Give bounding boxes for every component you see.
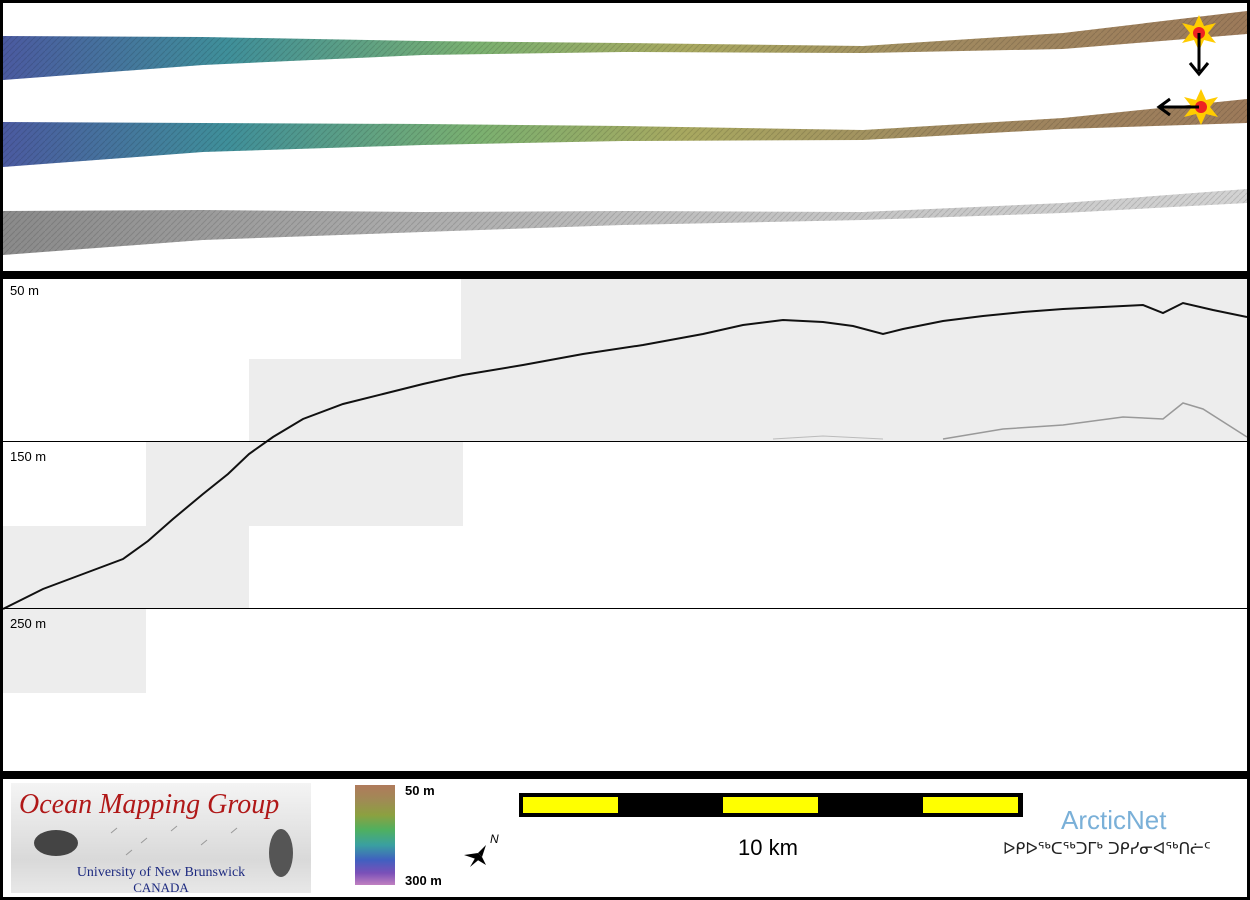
color-scale-bottom-label: 300 m (405, 873, 442, 888)
scale-bar-segment (923, 797, 1018, 813)
logo-subtitle: University of New Brunswick (76, 865, 246, 880)
profile-segment (146, 442, 463, 526)
depth-color-scale (355, 785, 395, 885)
logo-country: CANADA (133, 880, 189, 895)
profile-segment (3, 609, 146, 693)
compass-icon: N (464, 832, 499, 867)
down-arrow-icon (1188, 33, 1210, 77)
seafloor-reflector (3, 301, 1247, 610)
arcticnet-logo-text: ArcticNet (1061, 805, 1167, 835)
swath-strips (3, 11, 1247, 255)
seismic-profile-panel: 50 m 150 m 250 m (3, 279, 1247, 771)
scale-bar-segment (723, 797, 818, 813)
color-scale-top-label: 50 m (405, 783, 435, 798)
ocean-mapping-group-logo: Ocean Mapping Group University of New Br… (11, 783, 311, 895)
footer-legend: Ocean Mapping Group University of New Br… (3, 779, 1247, 897)
left-arrow-icon (1156, 97, 1199, 117)
scale-bar-label: 10 km (738, 835, 798, 860)
swath-strips-panel (3, 3, 1247, 271)
depth-gridline (3, 608, 1247, 609)
seafloor-profile (3, 301, 1247, 610)
north-label: N (490, 832, 499, 846)
scale-bar (519, 793, 1023, 817)
scale-bar-segment (523, 797, 618, 813)
arcticnet-syllabics: ᐅᑭᐅᖅᑕᖅᑐᒥᒃ ᑐᑭᓯᓂᐊᖅᑎᓖᑦ (1003, 839, 1211, 858)
depth-label-50m: 50 m (10, 283, 39, 298)
location-marker-2 (1184, 89, 1218, 125)
depth-label-250m: 250 m (10, 616, 47, 631)
profile-segment (3, 526, 249, 609)
depth-label-150m: 150 m (10, 449, 47, 464)
depth-gridline (3, 441, 1247, 442)
logo-graphic (34, 825, 293, 877)
logo-title: Ocean Mapping Group (19, 789, 280, 820)
sub-bottom-reflector (772, 435, 884, 440)
sub-bottom-reflector (942, 402, 1247, 440)
